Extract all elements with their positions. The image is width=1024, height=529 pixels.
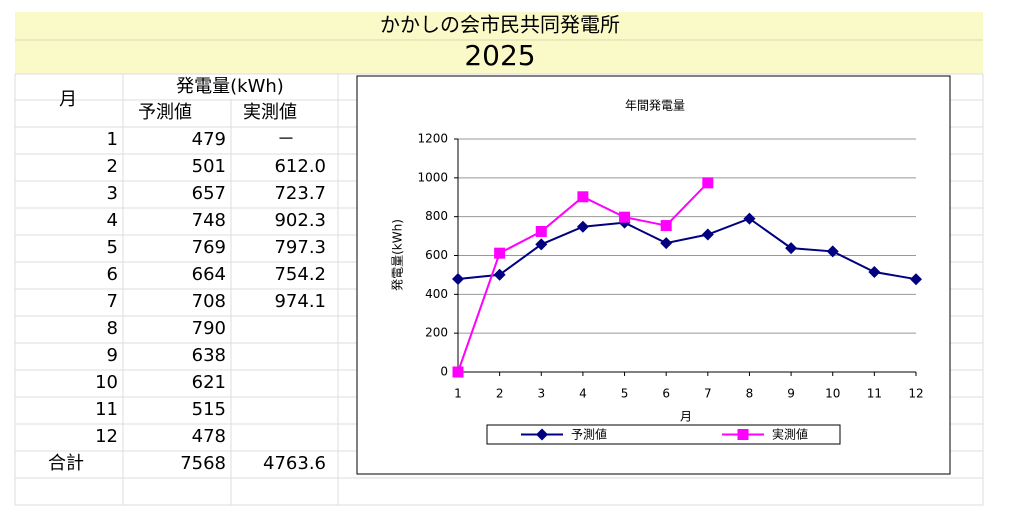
marker [494,247,506,259]
marker [452,366,464,378]
cell-text: 754.2 [274,264,326,285]
cell-text: 3 [107,183,118,204]
x-tick-label: 3 [537,387,545,401]
legend-box [486,424,841,445]
cell-text: 7 [107,291,118,312]
x-tick-label: 4 [579,387,587,401]
x-tick-label: 9 [787,387,795,401]
header-cover [124,75,337,99]
sheet-title: かかしの会市民共同発電所 [380,13,620,37]
series-line [457,217,917,281]
cell-text: 6 [107,264,118,285]
marker [826,245,839,258]
marker [910,273,922,286]
cell-text: 9 [107,345,118,366]
cell-text: 7568 [180,453,226,474]
cell-text: 4 [107,210,118,231]
legend-marker [737,429,749,440]
cell-text: 11 [95,399,118,420]
x-axis-label: 月 [680,410,692,424]
marker [577,191,589,203]
sheet-year: 2025 [464,39,535,72]
cell-text: 12 [95,426,118,447]
y-axis-label: 発電量(kWh) [391,219,405,291]
marker [535,238,548,251]
cell-text: 974.1 [274,291,326,312]
marker [785,242,798,255]
y-tick-label: 200 [425,326,448,340]
column-header: 実測値 [243,102,297,123]
x-tick-label: 7 [704,387,712,401]
x-tick-label: 6 [662,387,670,401]
legend-label: 予測値 [571,427,607,442]
cell-text: 638 [192,345,226,366]
cell-text: 797.3 [274,237,326,258]
cell-text: 8 [107,318,118,339]
group-header: 発電量(kWh) [176,76,284,97]
y-tick-label: 400 [425,287,448,301]
legend-label: 実測値 [772,427,808,442]
marker [660,237,673,250]
marker [743,212,756,225]
cell-text: 4763.6 [263,453,326,474]
x-tick-label: 12 [908,387,923,401]
x-tick-label: 1 [454,387,462,401]
cell-text: 664 [192,264,226,285]
cell-text: 902.3 [274,210,326,231]
y-tick-label: 800 [425,209,448,223]
cell-text: 621 [192,372,226,393]
chart-frame [356,75,951,475]
cell-text: 515 [192,399,226,420]
legend-marker [536,428,548,441]
marker [868,266,881,279]
cell-text: 748 [192,210,226,231]
cell-text: 合計 [48,453,84,474]
cell-text: 1 [107,129,118,150]
x-tick-label: 11 [867,387,882,401]
cell-text: 479 [192,129,226,150]
chart-title: 年間発電量 [625,99,685,113]
cell-text: 790 [192,318,226,339]
marker [493,268,506,281]
marker [535,225,547,237]
marker [702,177,714,189]
marker [660,220,672,232]
cell-text: 10 [95,372,118,393]
x-tick-label: 8 [746,387,754,401]
y-tick-label: 1000 [417,170,448,184]
x-tick-label: 2 [496,387,504,401]
cell-text: 769 [192,237,226,258]
marker [452,272,464,285]
x-tick-label: 10 [825,387,840,401]
cell-text: 708 [192,291,226,312]
y-tick-label: 600 [425,248,448,262]
cell-text: 501 [192,156,226,177]
cell-text: 723.7 [274,183,326,204]
column-header: 予測値 [138,102,192,123]
marker [576,220,589,233]
cell-text: － [277,129,295,150]
marker [619,211,631,223]
y-tick-label: 1200 [417,132,448,146]
marker [701,228,714,241]
cell-text: 657 [192,183,226,204]
y-tick-label: 0 [440,365,448,379]
x-tick-label: 5 [621,387,629,401]
title-band [15,12,983,74]
cell-text: 478 [192,426,226,447]
cell-text: 5 [107,237,118,258]
header-cover [16,101,122,126]
month-header: 月 [59,89,77,110]
cell-text: 612.0 [274,156,326,177]
cell-text: 2 [107,156,118,177]
